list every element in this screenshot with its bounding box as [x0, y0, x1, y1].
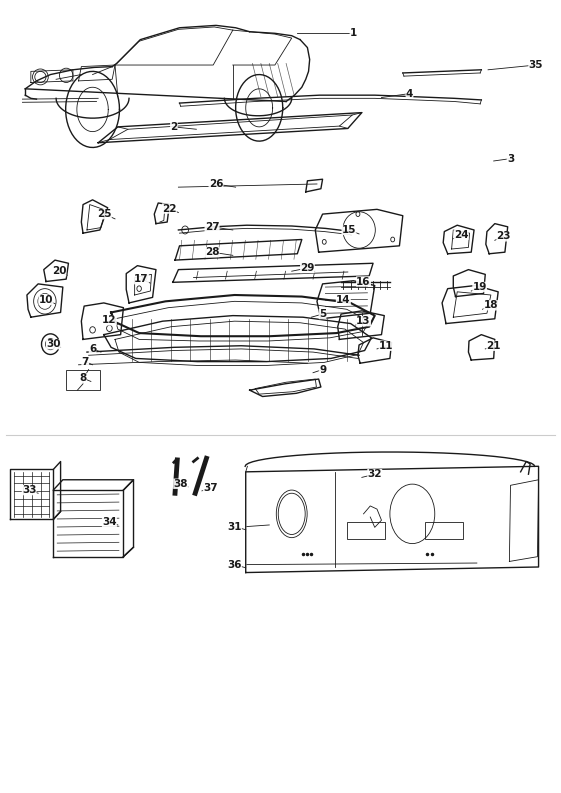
Text: 29: 29	[300, 263, 315, 273]
Text: 1: 1	[350, 29, 357, 38]
Text: 11: 11	[379, 341, 393, 351]
Text: 23: 23	[496, 232, 511, 241]
Text: 34: 34	[102, 517, 117, 527]
Text: 3: 3	[507, 154, 514, 163]
Text: 20: 20	[52, 266, 66, 276]
Text: 8: 8	[80, 374, 86, 383]
Text: 10: 10	[39, 295, 53, 305]
Text: 33: 33	[22, 485, 36, 495]
Text: 18: 18	[484, 301, 498, 310]
Bar	[66, 370, 100, 390]
Text: 21: 21	[486, 341, 501, 351]
Text: 28: 28	[205, 247, 219, 257]
Text: 24: 24	[454, 230, 468, 239]
Text: 36: 36	[227, 560, 242, 569]
Text: 6: 6	[89, 344, 96, 354]
Text: 35: 35	[528, 60, 543, 70]
Text: 16: 16	[356, 277, 371, 286]
Text: 15: 15	[342, 225, 356, 235]
Text: 2: 2	[171, 122, 177, 132]
Text: 4: 4	[406, 89, 413, 98]
Text: 9: 9	[319, 365, 326, 374]
Text: 12: 12	[102, 316, 117, 325]
Text: 13: 13	[356, 316, 371, 326]
Text: 26: 26	[209, 179, 223, 189]
Text: 14: 14	[336, 295, 351, 305]
Text: 7: 7	[81, 357, 89, 366]
Text: 22: 22	[162, 204, 177, 213]
Bar	[425, 522, 463, 539]
Text: 17: 17	[134, 274, 149, 284]
Bar	[347, 522, 385, 539]
Text: 31: 31	[227, 522, 242, 531]
Text: 5: 5	[319, 309, 326, 319]
Text: 27: 27	[205, 222, 219, 232]
Text: 32: 32	[367, 469, 382, 479]
Text: 38: 38	[173, 479, 188, 488]
Text: 37: 37	[203, 483, 218, 492]
Text: 19: 19	[472, 282, 487, 292]
Text: 25: 25	[97, 209, 112, 219]
Text: 30: 30	[46, 339, 61, 349]
